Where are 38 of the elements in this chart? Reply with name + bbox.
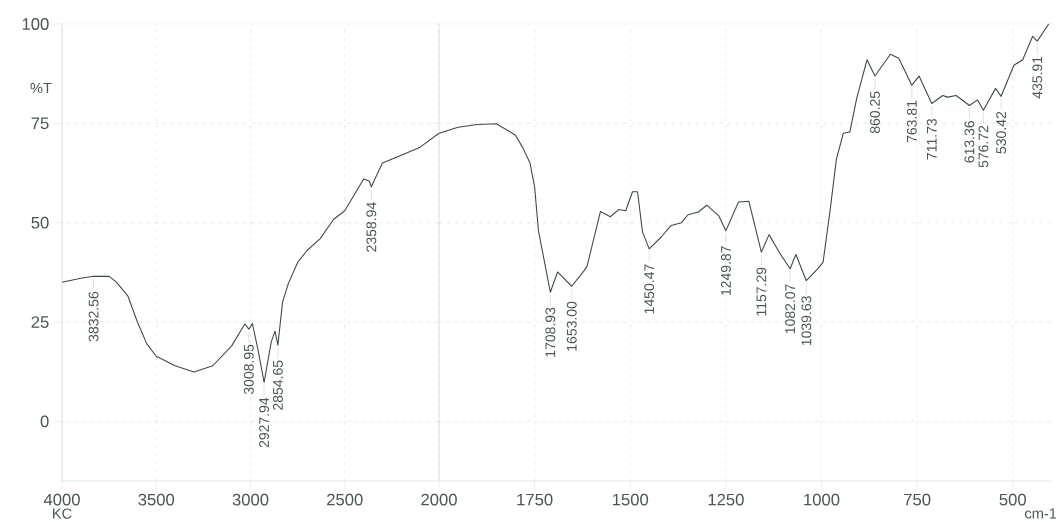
annotation: 1157.29 [756,267,767,316]
x-tick-label: 1500 [612,493,649,506]
annotation: 1708.93 [545,307,556,357]
annotation: 1653.00 [566,301,577,351]
x-tick-label: 1250 [708,493,744,506]
y-tick-label: 50 [31,216,49,229]
y-axis-title: %T [30,82,52,94]
annotation: 3832.56 [88,291,99,342]
annotation: 1039.63 [801,296,812,346]
annotation: 2854.65 [272,360,283,410]
annotation: 435.91 [1032,56,1043,99]
x-tick-label: 750 [904,493,931,506]
x-tick-label: 1750 [517,493,553,506]
annotation: 530.42 [996,111,1007,154]
x-tick-label: 2500 [327,493,363,506]
y-tick-label: 25 [31,316,49,328]
x-tick-label: 3500 [138,493,175,506]
annotation: 763.81 [906,100,917,143]
x-tick-label: 1000 [804,493,840,506]
annotation: 613.36 [964,120,975,163]
annotation: 860.25 [870,91,880,134]
annotation: 2358.94 [366,202,377,252]
x-tick-label: 4000 [43,493,80,506]
x-tick-label: 500 [999,493,1026,506]
x-tick-label: 2000 [421,493,457,506]
y-tick-label: 75 [31,117,49,130]
x-tick-label: 3000 [232,493,269,506]
text: KC [53,508,72,519]
annotation: 1450.47 [644,264,655,314]
annotation: 576.72 [978,125,989,168]
annotation: 2927.94 [259,397,270,448]
x-axis-title: cm-1 [1025,508,1056,519]
y-tick-label: 100 [22,18,49,30]
y-tick-label: 0 [40,415,49,428]
annotation: 1082.07 [785,284,796,334]
annotation: 711.73 [926,118,937,160]
annotation: 3008.95 [243,344,254,395]
annotation: 1249.87 [720,246,731,296]
